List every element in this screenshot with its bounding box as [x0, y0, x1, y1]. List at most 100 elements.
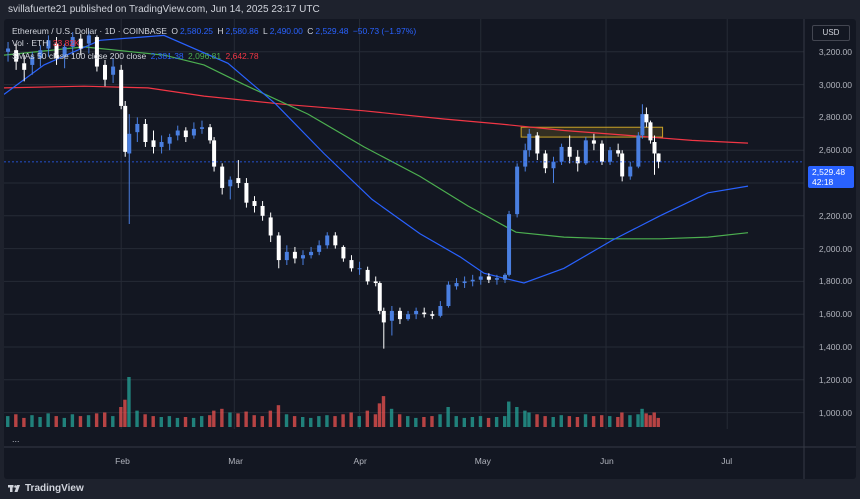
volume-bar — [300, 417, 305, 427]
candle-body — [276, 235, 281, 261]
candle-body — [191, 128, 196, 136]
ohlc-open-value: 2,580.25 — [179, 26, 214, 36]
candle-body — [599, 143, 604, 162]
candle-body — [62, 46, 67, 57]
candle-body — [616, 150, 621, 154]
volume-bar — [616, 417, 620, 427]
price-tick-label: 1,200.00 — [818, 374, 852, 385]
volume-bar — [636, 414, 640, 427]
volume-bar — [70, 414, 75, 427]
ohlc-low-label: L — [263, 26, 268, 36]
candle-body — [357, 268, 362, 270]
price-tick-label: 3,200.00 — [818, 46, 852, 57]
volume-bar — [46, 413, 50, 427]
price-tick-label: 1,400.00 — [818, 342, 852, 352]
candle-body — [333, 235, 338, 246]
candle-body — [127, 133, 132, 154]
candle-body — [284, 251, 289, 261]
candle-body — [373, 281, 378, 284]
candle-body — [212, 140, 217, 167]
volume-bar — [454, 416, 458, 427]
volume-bar — [608, 416, 612, 427]
volume-bar — [503, 416, 507, 427]
volume-bar — [309, 417, 313, 427]
current-price-value: 2,529.48 — [812, 167, 846, 177]
volume-bar — [486, 417, 491, 427]
candle-body — [123, 105, 128, 152]
candle-body — [317, 245, 322, 252]
chart-frame[interactable]: Ethereum / U.S. Dollar · 1D · COINBASE O… — [4, 19, 856, 479]
more-options-icon[interactable]: ... — [12, 434, 20, 444]
candle-body — [349, 260, 354, 269]
bar-countdown: 42:18 — [812, 177, 834, 187]
candle-body — [159, 142, 164, 147]
candle-body — [143, 123, 148, 142]
tradingview-brand: TradingView — [25, 483, 84, 494]
volume-bar — [86, 415, 91, 427]
volume-bar — [591, 416, 596, 427]
volume-bar — [599, 415, 604, 427]
volume-bar — [276, 405, 281, 427]
candle-body — [70, 37, 75, 47]
candle-body — [652, 142, 657, 154]
volume-bar — [640, 408, 644, 427]
candle-body — [422, 312, 427, 315]
volume-bar — [212, 410, 216, 427]
candle-body — [591, 140, 596, 144]
sma100-line — [4, 46, 749, 240]
candle-body — [507, 214, 512, 275]
volume-bar — [78, 416, 83, 427]
price-tick-label: 2,800.00 — [818, 112, 852, 123]
volume-bar — [575, 417, 580, 427]
time-tick-label: Mar — [228, 456, 243, 466]
candle-body — [397, 310, 402, 320]
volume-bar — [583, 414, 588, 427]
volume-bar — [244, 411, 248, 427]
candle-body — [414, 310, 419, 315]
volume-bar — [260, 416, 264, 427]
time-tick-label: Apr — [353, 456, 367, 466]
time-tick-label: Jul — [721, 456, 733, 466]
candle-body — [54, 43, 59, 59]
volume-bar — [14, 414, 18, 427]
volume-bar — [151, 416, 155, 427]
candle-body — [628, 166, 633, 177]
volume-bar — [6, 416, 10, 427]
candle-body — [543, 153, 548, 169]
candle-body — [503, 274, 508, 280]
volume-bar — [317, 416, 321, 427]
time-tick-label: Feb — [115, 456, 130, 466]
currency-button[interactable]: USD — [812, 25, 850, 41]
ohlc-low-value: 2,490.00 — [269, 26, 303, 36]
volume-bar — [373, 414, 378, 427]
volume-bar — [22, 417, 26, 427]
candle-body — [644, 114, 649, 123]
candle-body — [551, 161, 556, 169]
candle-body — [583, 140, 588, 164]
candle-body — [494, 278, 499, 280]
price-tick-label: 1,000.00 — [818, 407, 852, 418]
candle-body — [6, 48, 11, 52]
volume-bar — [252, 415, 256, 427]
candle-body — [309, 251, 314, 256]
volume-bar — [478, 416, 483, 427]
volume-bar — [333, 416, 337, 427]
candle-body — [38, 50, 43, 59]
volume-value: 33.82K — [52, 38, 80, 48]
price-chart[interactable] — [4, 19, 856, 479]
candle-body — [365, 269, 370, 282]
time-tick-label: May — [474, 456, 491, 466]
volume-bar — [559, 415, 563, 427]
candle-body — [535, 135, 540, 154]
volume-bar — [284, 414, 289, 427]
candle-body — [608, 150, 613, 162]
candle-body — [103, 64, 108, 80]
current-price-tag: 2,529.48 42:18 — [808, 166, 854, 188]
candle-body — [470, 279, 475, 282]
sma50-line — [4, 34, 749, 284]
volume-bar — [470, 417, 475, 427]
candle-body — [135, 123, 140, 133]
ohlc-close-label: C — [307, 26, 314, 36]
volume-bar — [648, 415, 652, 427]
volume-bar — [535, 414, 539, 427]
